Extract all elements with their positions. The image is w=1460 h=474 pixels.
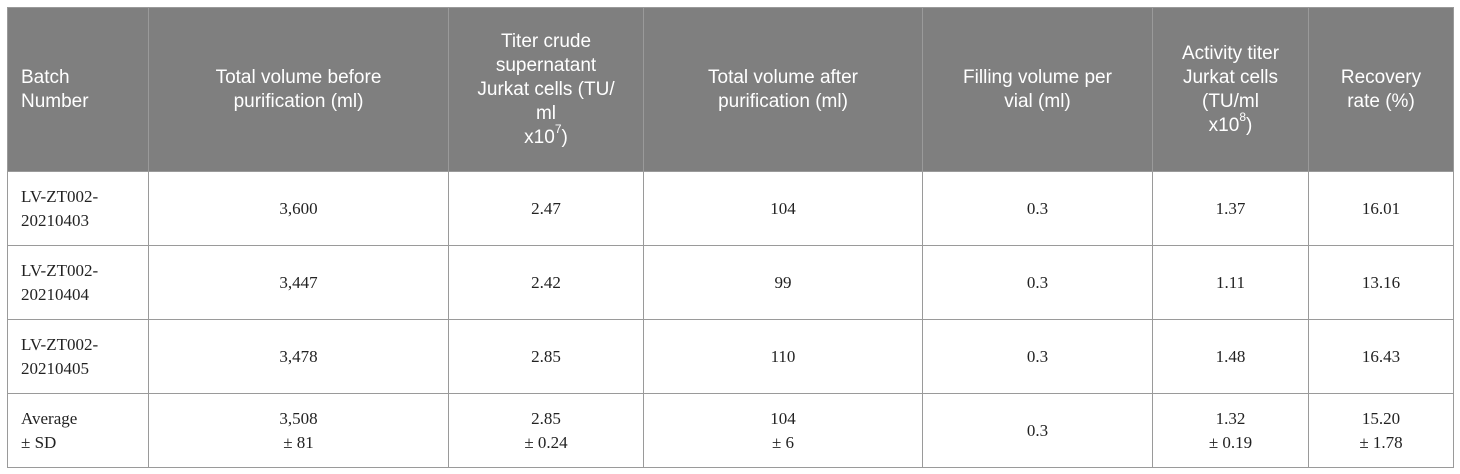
cell-titer-crude: 2.47 xyxy=(448,171,644,246)
cell-total-volume-before: 3,600 xyxy=(148,171,449,246)
table-row: LV-ZT002- 20210403 3,600 2.47 104 0.3 1.37 16.0… xyxy=(7,171,1454,246)
header-activity-titer: Activity titer Jurkat cells (TU/ml x108) xyxy=(1152,7,1309,172)
cell-titer-crude: 2.85 ± 0.24 xyxy=(448,393,644,468)
cell-recovery-rate: 13.16 xyxy=(1308,245,1454,320)
cell-total-volume-before: 3,508 ± 81 xyxy=(148,393,449,468)
cell-total-volume-after: 104 ± 6 xyxy=(643,393,923,468)
cell-recovery-rate: 16.43 xyxy=(1308,319,1454,394)
cell-total-volume-after: 110 xyxy=(643,319,923,394)
header-total-volume-before: Total volume before purification (ml) xyxy=(148,7,449,172)
cell-batch-number: LV-ZT002- 20210405 xyxy=(7,319,149,394)
table-row: Average ± SD 3,508 ± 81 2.85 ± 0.24 104 ± 6 0.3 1… xyxy=(7,393,1454,468)
header-filling-volume: Filling volume per vial (ml) xyxy=(922,7,1153,172)
table-row: LV-ZT002- 20210404 3,447 2.42 99 0.3 1.11 13.16 xyxy=(7,245,1454,320)
results-table-container: Batch Number Total volume before purific… xyxy=(7,7,1454,468)
cell-activity-titer: 1.48 xyxy=(1152,319,1309,394)
cell-total-volume-after: 99 xyxy=(643,245,923,320)
cell-total-volume-before: 3,447 xyxy=(148,245,449,320)
cell-filling-volume: 0.3 xyxy=(922,319,1153,394)
cell-activity-titer: 1.32 ± 0.19 xyxy=(1152,393,1309,468)
cell-total-volume-before: 3,478 xyxy=(148,319,449,394)
cell-filling-volume: 0.3 xyxy=(922,245,1153,320)
cell-total-volume-after: 104 xyxy=(643,171,923,246)
cell-batch-number: LV-ZT002- 20210403 xyxy=(7,171,149,246)
cell-recovery-rate: 15.20 ± 1.78 xyxy=(1308,393,1454,468)
batch-results-table: Batch Number Total volume before purific… xyxy=(7,7,1454,468)
cell-filling-volume: 0.3 xyxy=(922,171,1153,246)
cell-titer-crude: 2.42 xyxy=(448,245,644,320)
cell-titer-crude: 2.85 xyxy=(448,319,644,394)
cell-filling-volume: 0.3 xyxy=(922,393,1153,468)
header-titer-crude: Titer crude supernatant Jurkat cells (TU… xyxy=(448,7,644,172)
header-total-volume-after: Total volume after purification (ml) xyxy=(643,7,923,172)
header-batch-number: Batch Number xyxy=(7,7,149,172)
cell-recovery-rate: 16.01 xyxy=(1308,171,1454,246)
cell-batch-number: Average ± SD xyxy=(7,393,149,468)
cell-activity-titer: 1.11 xyxy=(1152,245,1309,320)
cell-activity-titer: 1.37 xyxy=(1152,171,1309,246)
cell-batch-number: LV-ZT002- 20210404 xyxy=(7,245,149,320)
table-header-row: Batch Number Total volume before purific… xyxy=(7,7,1454,172)
header-recovery-rate: Recovery rate (%) xyxy=(1308,7,1454,172)
table-body: LV-ZT002- 20210403 3,600 2.47 104 0.3 1.37 16.0… xyxy=(7,171,1454,468)
table-row: LV-ZT002- 20210405 3,478 2.85 110 0.3 1.48 16.4… xyxy=(7,319,1454,394)
